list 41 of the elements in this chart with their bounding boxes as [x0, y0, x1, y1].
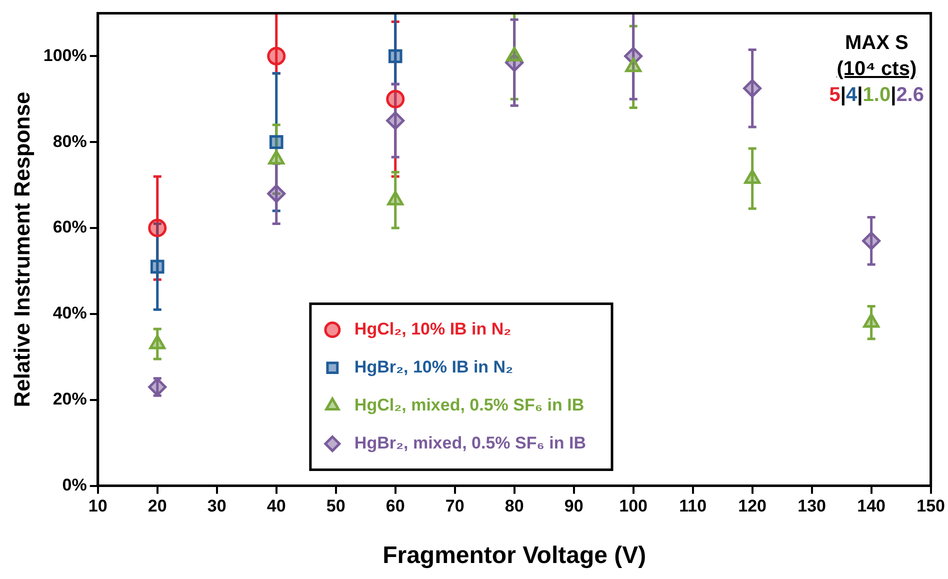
x-tick-label: 30 [207, 496, 226, 516]
x-tick-label: 10 [88, 496, 108, 516]
point [148, 218, 167, 238]
x-tick-label: 70 [445, 496, 464, 516]
x-tick-label: 80 [504, 496, 524, 516]
point [386, 90, 405, 108]
annotation: MAX S [844, 31, 910, 56]
x-tick-label: 130 [798, 496, 826, 516]
x-tick-label: 110 [679, 496, 707, 516]
legend-label: HgBr₂, 10% IB in N₂ [354, 357, 514, 376]
y-tick-label: 100% [43, 46, 87, 65]
point [388, 49, 402, 64]
y-tick-label: 60% [52, 218, 87, 237]
x-tick-label: 150 [916, 496, 946, 516]
point [862, 232, 881, 250]
x-axis-title: Fragmentor Voltage (V) [382, 542, 646, 570]
point [267, 184, 286, 203]
legend-label: HgCl₂, 10% IB in N₂ [354, 319, 512, 338]
legend-label: HgBr₂, mixed, 0.5% SF₆ in IB [354, 433, 586, 452]
x-tick-label: 100 [619, 496, 648, 516]
y-tick-label: 80% [52, 132, 87, 151]
point [267, 46, 286, 66]
y-tick-label: 20% [52, 390, 87, 409]
x-tick-label: 140 [857, 496, 886, 516]
x-tick-label: 90 [564, 496, 584, 516]
x-tick-label: 120 [738, 496, 767, 516]
point [743, 79, 762, 98]
y-tick-label: 0% [62, 475, 87, 494]
x-tick-label: 40 [266, 496, 286, 516]
y-axis-title: Relative Instrument Response [9, 92, 34, 408]
x-tick-label: 60 [386, 496, 405, 516]
annotation: 5|4|1.0|2.6 [829, 84, 924, 106]
point [148, 378, 167, 396]
point [269, 135, 284, 149]
point [386, 111, 405, 130]
legend-label: HgCl₂, mixed, 0.5% SF₆ in IB [354, 395, 584, 414]
point [150, 260, 164, 274]
y-tick-label: 40% [52, 304, 87, 323]
x-tick-label: 50 [326, 496, 346, 516]
x-tick-label: 20 [148, 496, 167, 516]
annotation: (10⁴ cts) [836, 57, 918, 82]
